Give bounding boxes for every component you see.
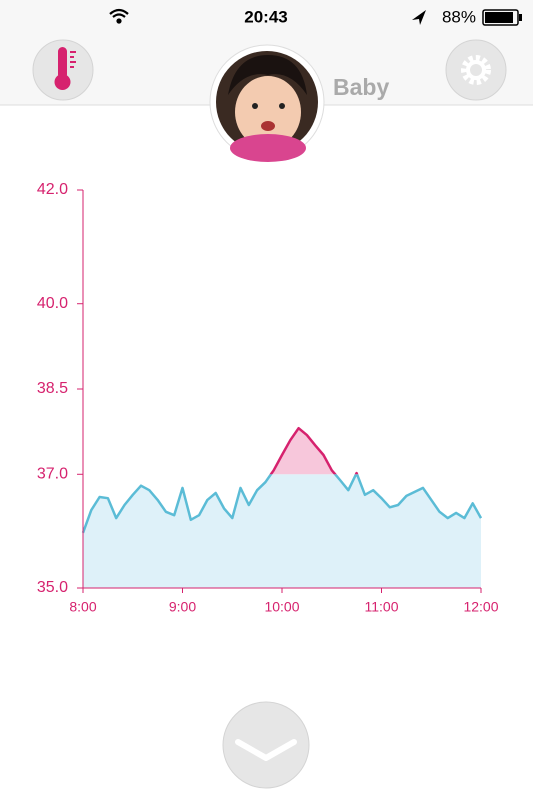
- profile-name: Baby: [333, 74, 389, 100]
- line-normal: [81, 474, 483, 534]
- y-tick-label: 42.0: [37, 181, 68, 198]
- chart: 35.0 37.0 38.5 40.0 42.0 8:00 9:00 10:00 11:00 12…: [37, 181, 499, 614]
- x-tick-label: 11:00: [365, 599, 399, 615]
- y-tick-label: 35.0: [37, 579, 68, 596]
- line-high: [269, 426, 359, 475]
- x-tick-label: 12:00: [463, 599, 498, 615]
- expand-button[interactable]: [222, 701, 310, 789]
- status-time: 20:43: [244, 7, 287, 26]
- x-tick-label: 8:00: [69, 599, 96, 615]
- location-icon: [412, 10, 426, 25]
- y-tick-label: 40.0: [37, 295, 68, 312]
- settings-button[interactable]: [445, 39, 507, 101]
- area-high: [270, 428, 358, 475]
- battery-icon: [482, 9, 522, 26]
- area-normal: [83, 474, 481, 588]
- x-tick-label: 9:00: [169, 599, 196, 615]
- y-tick-label: 38.5: [37, 380, 68, 397]
- y-tick-label: 37.0: [37, 466, 68, 483]
- profile-avatar[interactable]: [209, 44, 325, 162]
- battery-percent: 88%: [442, 7, 476, 26]
- wifi-icon: [109, 8, 129, 24]
- x-tick-label: 10:00: [264, 599, 299, 615]
- thermometer-button[interactable]: [32, 39, 94, 101]
